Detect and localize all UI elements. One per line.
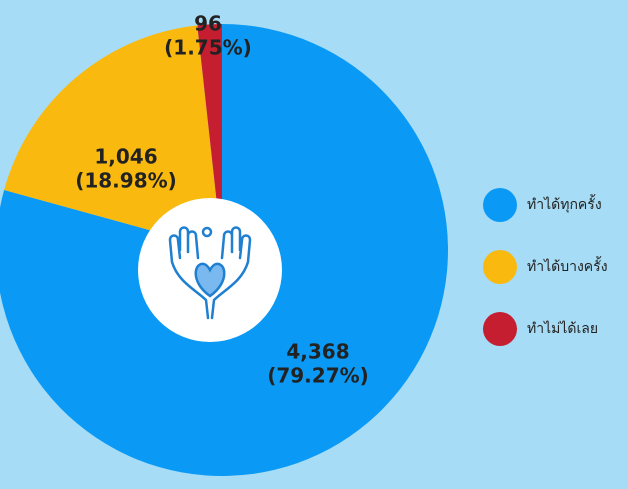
legend-swatch	[483, 250, 517, 284]
center-icon	[138, 198, 282, 342]
legend-label: ทำได้ทุกครั้ง	[527, 194, 602, 213]
percent-label: (18.98%)	[75, 169, 177, 193]
legend-label: ทำได้บางครั้ง	[527, 256, 608, 275]
value-label: 4,368	[286, 340, 349, 364]
percent-label: (79.27%)	[267, 364, 369, 388]
value-label: 1,046	[94, 145, 157, 169]
hands-heart-icon	[168, 226, 252, 320]
legend-swatch	[483, 312, 517, 346]
legend-swatch	[483, 188, 517, 222]
heart	[194, 262, 226, 298]
value-label: 96	[194, 12, 222, 36]
pie-slice	[197, 24, 222, 250]
percent-label: (1.75%)	[164, 36, 252, 60]
legend-label: ทำไม่ได้เลย	[527, 320, 598, 337]
pie-slice	[4, 25, 223, 251]
